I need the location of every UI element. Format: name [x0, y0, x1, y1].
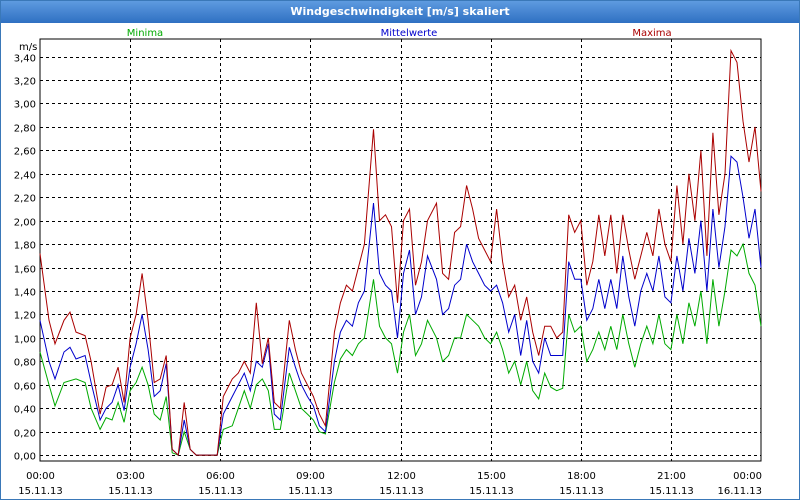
series-line-minima	[39, 242, 762, 456]
y-tick-label: 1,80	[14, 241, 36, 252]
y-tick-label: 1,40	[14, 288, 36, 299]
y-tick-label: 2,20	[14, 194, 36, 205]
grid-lines	[40, 39, 761, 461]
x-axis-ticks: 00:00 15.11.13 03:00 15.11.13 06:00 15.11.13 0…	[18, 471, 762, 497]
x-tick-date: 15.11.13	[198, 486, 243, 497]
legend-maxima: Maxima	[632, 28, 671, 39]
x-tick-date: 15.11.13	[18, 486, 63, 497]
series-line-mittelwerte	[39, 155, 762, 457]
x-tick-date: 15.11.13	[288, 486, 333, 497]
x-tick-date: 16.11.13	[717, 486, 762, 497]
x-tick-time: 12:00	[387, 471, 416, 482]
x-tick-date: 15.11.13	[649, 486, 694, 497]
x-tick-time: 09:00	[296, 471, 325, 482]
x-tick-time: 21:00	[657, 471, 686, 482]
x-tick-date: 15.11.13	[108, 486, 153, 497]
x-tick-time: 15:00	[477, 471, 506, 482]
x-tick-date: 15.11.13	[379, 486, 424, 497]
y-tick-label: 0,20	[14, 429, 36, 440]
y-tick-label: 0,00	[14, 452, 36, 463]
window-title: Windgeschwindigkeit [m/s] skaliert	[1, 1, 799, 23]
plot-frame	[39, 38, 762, 462]
y-axis-ticks: 0,00 0,20 0,40 0,60 0,80 1,00 1,20 1,40 1,60 1,80…	[14, 54, 36, 463]
series-lines	[39, 48, 762, 457]
legend-mittelwerte: Mittelwerte	[381, 28, 438, 39]
y-tick-label: 0,80	[14, 358, 36, 369]
y-tick-label: 2,80	[14, 124, 36, 135]
y-tick-label: 3,40	[14, 54, 36, 65]
y-tick-label: 3,20	[14, 77, 36, 88]
x-tick-time: 00:00	[733, 471, 762, 482]
x-tick-time: 00:00	[26, 471, 55, 482]
y-axis-label: m/s	[19, 42, 37, 53]
y-tick-label: 1,00	[14, 335, 36, 346]
y-tick-label: 3,00	[14, 100, 36, 111]
x-tick-time: 06:00	[206, 471, 235, 482]
x-tick-time: 18:00	[567, 471, 596, 482]
x-tick-date: 15.11.13	[469, 486, 514, 497]
series-line-maxima	[39, 48, 762, 457]
x-tick-time: 03:00	[116, 471, 145, 482]
legend: Minima Mittelwerte Maxima	[127, 28, 672, 39]
y-tick-label: 0,60	[14, 382, 36, 393]
y-tick-label: 2,60	[14, 147, 36, 158]
y-tick-label: 1,20	[14, 311, 36, 322]
y-tick-label: 0,40	[14, 405, 36, 416]
legend-minima: Minima	[127, 28, 163, 39]
y-tick-label: 1,60	[14, 265, 36, 276]
y-tick-label: 2,40	[14, 171, 36, 182]
y-tick-label: 2,00	[14, 218, 36, 229]
x-tick-date: 15.11.13	[559, 486, 604, 497]
